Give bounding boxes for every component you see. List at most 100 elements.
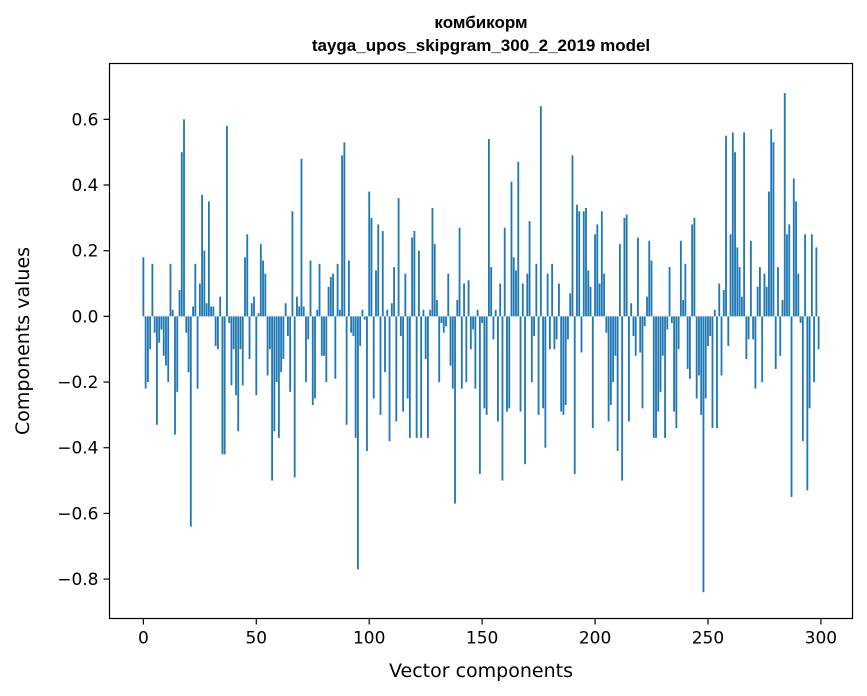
bar-121 xyxy=(415,316,418,438)
bar-184 xyxy=(558,283,560,317)
bar-11 xyxy=(167,316,170,383)
bar-153 xyxy=(488,139,490,317)
bar-52 xyxy=(259,244,262,317)
bar-252 xyxy=(711,316,714,429)
bar-140 xyxy=(458,227,461,317)
bar-27 xyxy=(203,250,206,317)
bar-33 xyxy=(217,316,219,350)
bar-128 xyxy=(431,208,434,317)
bar-54 xyxy=(264,273,267,317)
y-axis: −0.8 −0.6 −0.4 −0.2 0.0 0.2 0.4 0.6 xyxy=(57,110,110,590)
bar-150 xyxy=(481,316,484,323)
bar-60 xyxy=(277,316,280,438)
bar-134 xyxy=(445,316,447,327)
bar-201 xyxy=(596,224,599,317)
bar-152 xyxy=(485,316,488,415)
bar-112 xyxy=(395,316,398,422)
bar-186 xyxy=(562,316,565,415)
bar-25 xyxy=(198,283,201,317)
bar-284 xyxy=(783,93,786,317)
bar-81 xyxy=(325,316,328,383)
bar-156 xyxy=(494,309,497,317)
bar-212 xyxy=(621,316,624,481)
bar-253 xyxy=(713,309,716,317)
bar-269 xyxy=(749,240,752,317)
bar-228 xyxy=(657,316,660,412)
bar-261 xyxy=(731,132,734,317)
bar-238 xyxy=(679,240,682,317)
y-tick-label: −0.8 xyxy=(57,570,98,590)
bar-57 xyxy=(271,316,274,481)
y-tick-label: 0.2 xyxy=(71,242,98,262)
bar-3 xyxy=(149,316,152,350)
bar-29 xyxy=(207,201,210,317)
bar-180 xyxy=(548,316,551,350)
bar-56 xyxy=(268,316,271,350)
x-tick-label: 150 xyxy=(466,629,498,649)
bar-10 xyxy=(165,316,167,366)
bar-258 xyxy=(725,135,727,317)
bar-297 xyxy=(813,316,816,383)
bar-48 xyxy=(250,303,253,317)
bar-55 xyxy=(266,316,269,376)
bar-32 xyxy=(214,316,217,346)
bar-178 xyxy=(544,316,547,448)
bar-220 xyxy=(639,316,642,353)
bar-85 xyxy=(334,316,337,379)
plot-frame xyxy=(108,62,854,620)
x-tick-label: 0 xyxy=(138,629,149,649)
bar-282 xyxy=(779,316,782,356)
bar-179 xyxy=(546,273,549,317)
bar-188 xyxy=(567,316,569,340)
bar-216 xyxy=(630,303,633,317)
bar-75 xyxy=(311,316,314,406)
bar-100 xyxy=(368,191,371,317)
bar-209 xyxy=(614,316,617,356)
bar-90 xyxy=(345,316,348,425)
bar-278 xyxy=(770,129,773,317)
bar-17 xyxy=(180,152,183,317)
bar-167 xyxy=(519,316,522,412)
bar-123 xyxy=(420,316,423,438)
bar-31 xyxy=(212,306,215,317)
bar-277 xyxy=(768,191,770,317)
bar-24 xyxy=(196,316,199,389)
bar-28 xyxy=(205,303,208,317)
bar-168 xyxy=(521,283,524,317)
chart-title: комбикорм xyxy=(434,13,527,32)
bar-73 xyxy=(307,316,310,340)
bar-181 xyxy=(551,263,554,317)
bar-163 xyxy=(510,181,513,317)
bar-34 xyxy=(219,296,222,317)
bar-268 xyxy=(747,316,750,340)
bar-22 xyxy=(192,306,194,317)
bar-106 xyxy=(381,230,384,317)
bar-72 xyxy=(305,316,307,383)
bar-144 xyxy=(467,280,470,317)
bar-122 xyxy=(417,250,420,317)
bar-218 xyxy=(634,316,637,356)
bar-67 xyxy=(293,316,296,478)
bar-120 xyxy=(413,230,416,317)
bar-274 xyxy=(761,316,764,383)
bar-267 xyxy=(745,316,748,360)
bar-65 xyxy=(289,316,292,392)
bar-185 xyxy=(560,316,563,412)
bar-68 xyxy=(296,296,298,317)
bar-242 xyxy=(688,316,691,379)
y-tick-label: −0.2 xyxy=(57,373,98,393)
bar-199 xyxy=(591,316,594,429)
bar-235 xyxy=(673,316,675,412)
bar-139 xyxy=(456,299,459,317)
bar-8 xyxy=(160,316,163,330)
bar-151 xyxy=(483,316,486,409)
bar-64 xyxy=(287,316,289,337)
bar-259 xyxy=(727,316,730,346)
bar-92 xyxy=(350,316,353,333)
bar-95 xyxy=(357,316,359,570)
bar-272 xyxy=(756,286,759,317)
bar-214 xyxy=(625,214,628,317)
bar-136 xyxy=(449,316,452,366)
bar-130 xyxy=(436,299,438,317)
bar-20 xyxy=(187,316,190,373)
